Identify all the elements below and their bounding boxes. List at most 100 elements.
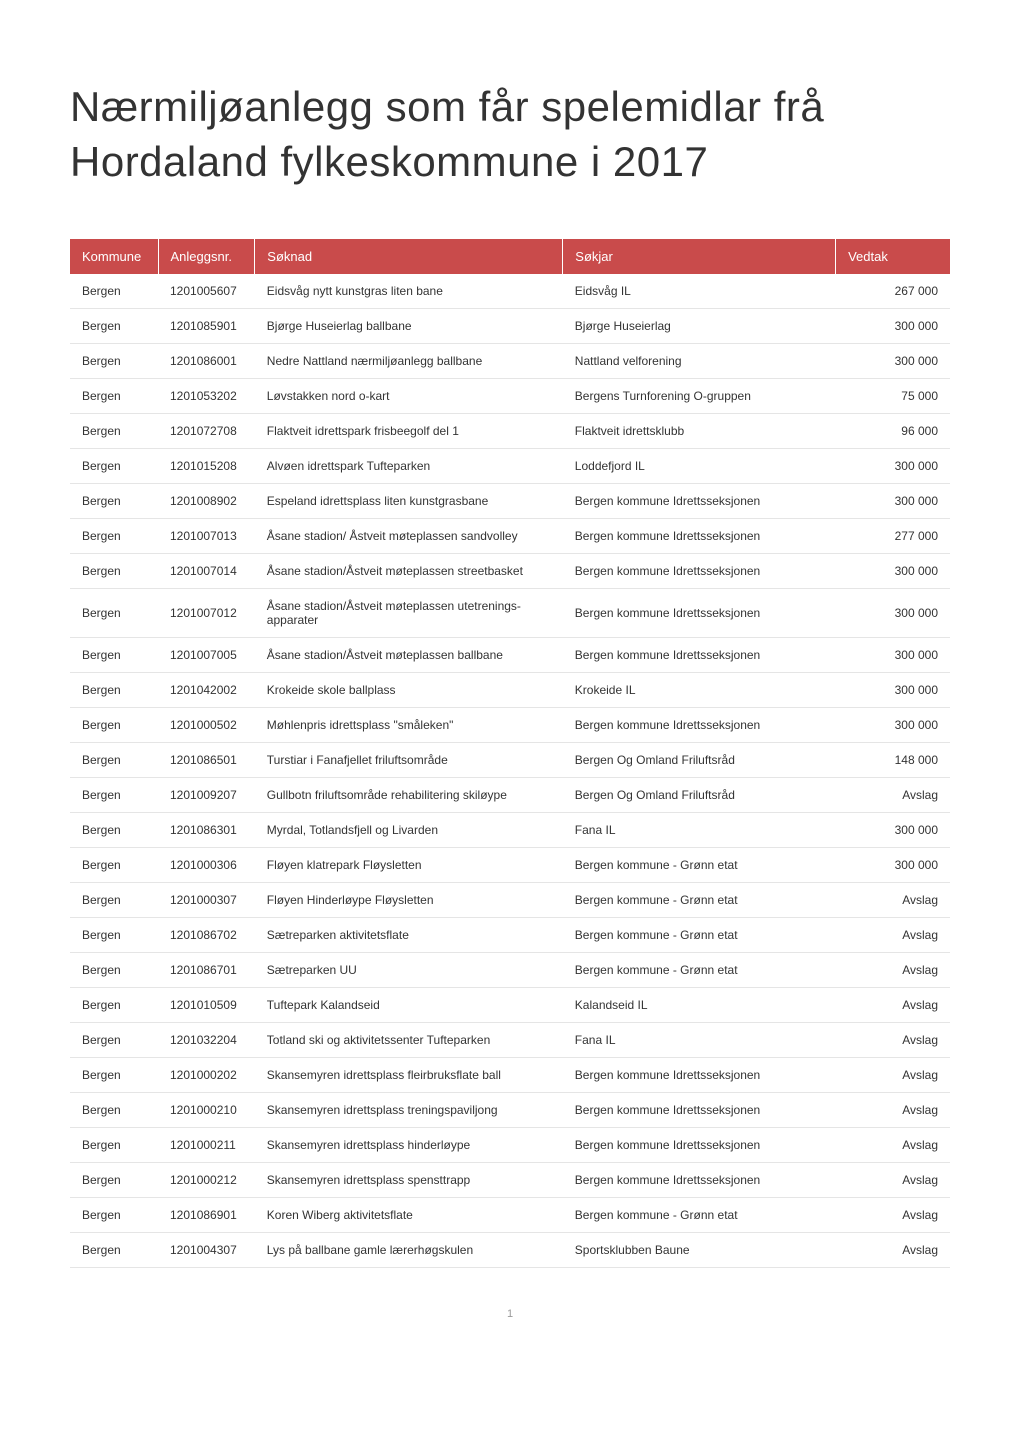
cell-soknad: Åsane stadion/Åstveit møteplassen utetre… — [255, 589, 563, 638]
cell-sokjar: Fana IL — [563, 813, 836, 848]
cell-vedtak: 300 000 — [836, 673, 950, 708]
cell-vedtak: 300 000 — [836, 813, 950, 848]
table-row: Bergen1201010509Tuftepark KalandseidKala… — [70, 988, 950, 1023]
table-header-row: Kommune Anleggsnr. Søknad Søkjar Vedtak — [70, 239, 950, 274]
cell-vedtak: Avslag — [836, 1128, 950, 1163]
cell-sokjar: Kalandseid IL — [563, 988, 836, 1023]
cell-kommune: Bergen — [70, 673, 158, 708]
cell-anleggsnr: 1201085901 — [158, 309, 255, 344]
cell-vedtak: 75 000 — [836, 379, 950, 414]
cell-kommune: Bergen — [70, 519, 158, 554]
cell-vedtak: Avslag — [836, 988, 950, 1023]
cell-kommune: Bergen — [70, 449, 158, 484]
cell-vedtak: 300 000 — [836, 589, 950, 638]
cell-anleggsnr: 1201086301 — [158, 813, 255, 848]
cell-kommune: Bergen — [70, 1093, 158, 1128]
cell-sokjar: Bergen kommune - Grønn etat — [563, 883, 836, 918]
cell-kommune: Bergen — [70, 274, 158, 309]
table-row: Bergen1201000307Fløyen Hinderløype Fløys… — [70, 883, 950, 918]
cell-kommune: Bergen — [70, 1198, 158, 1233]
table-row: Bergen1201086001Nedre Nattland nærmiljøa… — [70, 344, 950, 379]
cell-anleggsnr: 1201032204 — [158, 1023, 255, 1058]
cell-soknad: Krokeide skole ballplass — [255, 673, 563, 708]
cell-sokjar: Flaktveit idrettsklubb — [563, 414, 836, 449]
cell-soknad: Skansemyren idrettsplass spensttrapp — [255, 1163, 563, 1198]
cell-vedtak: 300 000 — [836, 638, 950, 673]
cell-kommune: Bergen — [70, 1023, 158, 1058]
cell-vedtak: 277 000 — [836, 519, 950, 554]
cell-sokjar: Nattland velforening — [563, 344, 836, 379]
cell-soknad: Gullbotn friluftsområde rehabilitering s… — [255, 778, 563, 813]
cell-kommune: Bergen — [70, 918, 158, 953]
cell-sokjar: Bergen kommune Idrettsseksjonen — [563, 1163, 836, 1198]
table-row: Bergen1201000212Skansemyren idrettsplass… — [70, 1163, 950, 1198]
cell-sokjar: Bergen kommune - Grønn etat — [563, 1198, 836, 1233]
column-header-anleggsnr: Anleggsnr. — [158, 239, 255, 274]
cell-sokjar: Bergen kommune Idrettsseksjonen — [563, 1128, 836, 1163]
table-row: Bergen1201032204Totland ski og aktivitet… — [70, 1023, 950, 1058]
table-row: Bergen1201000202Skansemyren idrettsplass… — [70, 1058, 950, 1093]
cell-soknad: Sætreparken aktivitetsflate — [255, 918, 563, 953]
cell-kommune: Bergen — [70, 778, 158, 813]
cell-soknad: Totland ski og aktivitetssenter Tuftepar… — [255, 1023, 563, 1058]
page-title: Nærmiljøanlegg som får spelemidlar frå H… — [70, 80, 950, 189]
cell-vedtak: 300 000 — [836, 848, 950, 883]
cell-kommune: Bergen — [70, 848, 158, 883]
cell-sokjar: Bergen kommune Idrettsseksjonen — [563, 589, 836, 638]
table-row: Bergen1201015208Alvøen idrettspark Tufte… — [70, 449, 950, 484]
cell-kommune: Bergen — [70, 743, 158, 778]
cell-vedtak: 267 000 — [836, 274, 950, 309]
cell-vedtak: Avslag — [836, 883, 950, 918]
cell-vedtak: Avslag — [836, 953, 950, 988]
page-number: 1 — [70, 1308, 950, 1320]
table-row: Bergen1201086901Koren Wiberg aktivitetsf… — [70, 1198, 950, 1233]
cell-anleggsnr: 1201004307 — [158, 1233, 255, 1268]
cell-soknad: Myrdal, Totlandsfjell og Livarden — [255, 813, 563, 848]
cell-vedtak: Avslag — [836, 1198, 950, 1233]
cell-kommune: Bergen — [70, 953, 158, 988]
cell-soknad: Skansemyren idrettsplass treningspaviljo… — [255, 1093, 563, 1128]
cell-sokjar: Bjørge Huseierlag — [563, 309, 836, 344]
cell-soknad: Skansemyren idrettsplass fleirbruksflate… — [255, 1058, 563, 1093]
cell-anleggsnr: 1201010509 — [158, 988, 255, 1023]
grants-table: Kommune Anleggsnr. Søknad Søkjar Vedtak … — [70, 239, 950, 1268]
table-row: Bergen1201042002Krokeide skole ballplass… — [70, 673, 950, 708]
cell-anleggsnr: 1201007012 — [158, 589, 255, 638]
cell-kommune: Bergen — [70, 379, 158, 414]
cell-anleggsnr: 1201042002 — [158, 673, 255, 708]
table-row: Bergen1201000306Fløyen klatrepark Fløysl… — [70, 848, 950, 883]
cell-soknad: Åsane stadion/ Åstveit møteplassen sandv… — [255, 519, 563, 554]
cell-kommune: Bergen — [70, 1058, 158, 1093]
cell-soknad: Turstiar i Fanafjellet friluftsområde — [255, 743, 563, 778]
cell-vedtak: Avslag — [836, 1093, 950, 1128]
cell-anleggsnr: 1201007014 — [158, 554, 255, 589]
cell-soknad: Espeland idrettsplass liten kunstgrasban… — [255, 484, 563, 519]
cell-soknad: Koren Wiberg aktivitetsflate — [255, 1198, 563, 1233]
cell-anleggsnr: 1201000502 — [158, 708, 255, 743]
table-row: Bergen1201007005Åsane stadion/Åstveit mø… — [70, 638, 950, 673]
cell-anleggsnr: 1201015208 — [158, 449, 255, 484]
cell-soknad: Løvstakken nord o-kart — [255, 379, 563, 414]
cell-vedtak: Avslag — [836, 1023, 950, 1058]
cell-anleggsnr: 1201086701 — [158, 953, 255, 988]
cell-sokjar: Bergen kommune Idrettsseksjonen — [563, 1093, 836, 1128]
cell-sokjar: Bergen kommune Idrettsseksjonen — [563, 1058, 836, 1093]
table-row: Bergen1201007014Åsane stadion/Åstveit mø… — [70, 554, 950, 589]
cell-vedtak: 300 000 — [836, 484, 950, 519]
table-row: Bergen1201086301Myrdal, Totlandsfjell og… — [70, 813, 950, 848]
cell-kommune: Bergen — [70, 484, 158, 519]
cell-soknad: Møhlenpris idrettsplass "småleken" — [255, 708, 563, 743]
cell-vedtak: Avslag — [836, 1163, 950, 1198]
table-row: Bergen1201000211Skansemyren idrettsplass… — [70, 1128, 950, 1163]
cell-sokjar: Loddefjord IL — [563, 449, 836, 484]
cell-sokjar: Krokeide IL — [563, 673, 836, 708]
table-row: Bergen1201008902Espeland idrettsplass li… — [70, 484, 950, 519]
cell-soknad: Lys på ballbane gamle lærerhøgskulen — [255, 1233, 563, 1268]
table-row: Bergen1201009207Gullbotn friluftsområde … — [70, 778, 950, 813]
table-row: Bergen1201085901Bjørge Huseierlag ballba… — [70, 309, 950, 344]
cell-vedtak: Avslag — [836, 918, 950, 953]
cell-anleggsnr: 1201072708 — [158, 414, 255, 449]
cell-sokjar: Bergen kommune Idrettsseksjonen — [563, 554, 836, 589]
cell-vedtak: 300 000 — [836, 309, 950, 344]
cell-kommune: Bergen — [70, 1233, 158, 1268]
